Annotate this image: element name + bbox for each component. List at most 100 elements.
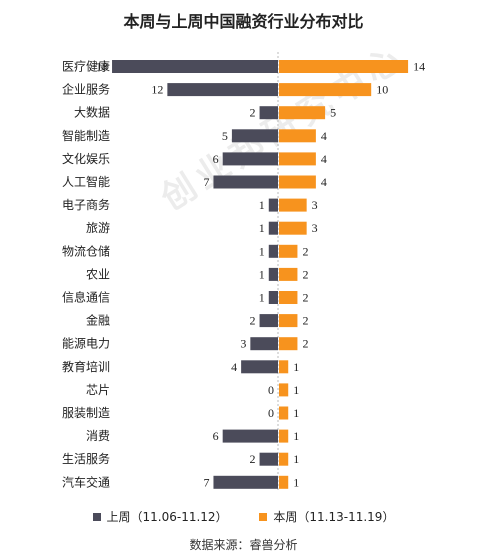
value-label-curr: 2 (302, 337, 308, 351)
bar-curr (279, 106, 326, 120)
value-label-curr: 2 (302, 314, 308, 328)
value-label-prev: 0 (268, 406, 274, 420)
value-label-prev: 3 (240, 337, 246, 351)
bar-prev (231, 129, 278, 143)
bar-prev (268, 198, 278, 212)
bar-prev (259, 106, 278, 120)
value-label-curr: 14 (413, 60, 425, 74)
bar-curr (279, 60, 409, 73)
chart-title: 本周与上周中国融资行业分布对比 (123, 12, 364, 31)
bar-curr (279, 129, 316, 143)
bar-prev (213, 475, 278, 489)
data-source: 数据来源：睿兽分析 (189, 538, 298, 552)
category-label: 能源电力 (62, 337, 110, 351)
category-label: 信息通信 (62, 290, 110, 305)
bar-curr (279, 221, 307, 235)
bar-prev (268, 267, 278, 281)
value-label-prev: 1 (259, 267, 265, 281)
value-label-curr: 4 (321, 175, 327, 189)
bar-prev (222, 429, 278, 443)
value-label-prev: 7 (203, 175, 209, 189)
legend: 上周（11.06-11.12） 本周（11.13-11.19） (0, 508, 487, 525)
bar-curr (279, 406, 289, 420)
bar-curr (279, 383, 289, 397)
legend-item-curr: 本周（11.13-11.19） (259, 508, 394, 525)
value-label-curr: 1 (293, 475, 299, 489)
bar-curr (279, 337, 298, 351)
category-label: 生活服务 (62, 451, 110, 466)
value-label-prev: 6 (213, 429, 219, 443)
legend-item-prev: 上周（11.06-11.12） (92, 508, 228, 525)
value-label-curr: 2 (302, 291, 308, 305)
bar-prev (112, 60, 278, 73)
bar-prev (268, 291, 278, 304)
bar-prev (259, 452, 278, 466)
value-label-prev: 1 (259, 291, 265, 305)
bar-curr (279, 198, 307, 212)
bar-curr (279, 429, 289, 443)
value-label-curr: 4 (321, 129, 327, 143)
bar-curr (279, 360, 289, 374)
value-label-prev: 1 (259, 244, 265, 258)
bar-curr (279, 475, 289, 489)
legend-swatch-curr (259, 512, 268, 521)
category-label: 大数据 (74, 105, 110, 120)
value-label-prev: 18 (96, 60, 108, 74)
category-label: 消费 (86, 429, 110, 443)
value-label-prev: 5 (222, 129, 228, 143)
bar-prev (213, 175, 278, 189)
value-label-curr: 10 (376, 83, 388, 97)
category-label: 芯片 (86, 383, 110, 397)
legend-swatch-prev (92, 512, 101, 521)
value-label-curr: 3 (312, 221, 318, 235)
value-label-prev: 4 (231, 360, 237, 374)
value-label-curr: 1 (293, 383, 299, 397)
bar-prev (167, 83, 278, 97)
value-label-prev: 2 (250, 452, 256, 466)
bar-curr (279, 267, 298, 281)
bar-curr (279, 452, 289, 466)
category-label: 服装制造 (62, 406, 110, 420)
category-label: 医疗健康 (62, 59, 110, 74)
bar-curr (279, 244, 298, 258)
value-label-prev: 12 (151, 83, 163, 97)
value-label-prev: 6 (213, 152, 219, 166)
bar-prev (250, 337, 278, 351)
category-label: 智能制造 (62, 128, 110, 143)
value-label-curr: 4 (321, 152, 327, 166)
bar-prev (259, 314, 278, 328)
value-label-curr: 3 (312, 198, 318, 212)
value-label-prev: 2 (250, 106, 256, 120)
category-label: 汽车交通 (62, 474, 110, 489)
legend-label-curr: 本周（11.13-11.19） (273, 510, 395, 524)
value-label-prev: 2 (250, 314, 256, 328)
bar-curr (279, 175, 316, 189)
bar-curr (279, 83, 372, 97)
category-label: 电子商务 (62, 197, 110, 212)
value-label-prev: 7 (203, 475, 209, 489)
category-label: 农业 (86, 267, 110, 281)
category-label: 旅游 (86, 221, 110, 235)
legend-label-prev: 上周（11.06-11.12） (106, 510, 228, 524)
category-label: 教育培训 (62, 359, 110, 374)
bar-curr (279, 291, 298, 304)
category-label: 人工智能 (62, 174, 110, 189)
bar-prev (222, 152, 278, 166)
value-label-prev: 1 (259, 221, 265, 235)
bar-curr (279, 314, 298, 328)
category-label: 企业服务 (62, 82, 110, 97)
value-label-curr: 1 (293, 429, 299, 443)
value-label-prev: 1 (259, 198, 265, 212)
category-label: 金融 (86, 313, 110, 328)
category-label: 文化娱乐 (62, 151, 110, 166)
value-label-curr: 1 (293, 360, 299, 374)
value-label-prev: 0 (268, 383, 274, 397)
bar-prev (241, 360, 278, 374)
category-label: 物流仓储 (62, 243, 110, 258)
bar-prev (268, 244, 278, 258)
bar-prev (268, 221, 278, 235)
value-label-curr: 2 (302, 267, 308, 281)
value-label-curr: 1 (293, 452, 299, 466)
bar-curr (279, 152, 316, 166)
